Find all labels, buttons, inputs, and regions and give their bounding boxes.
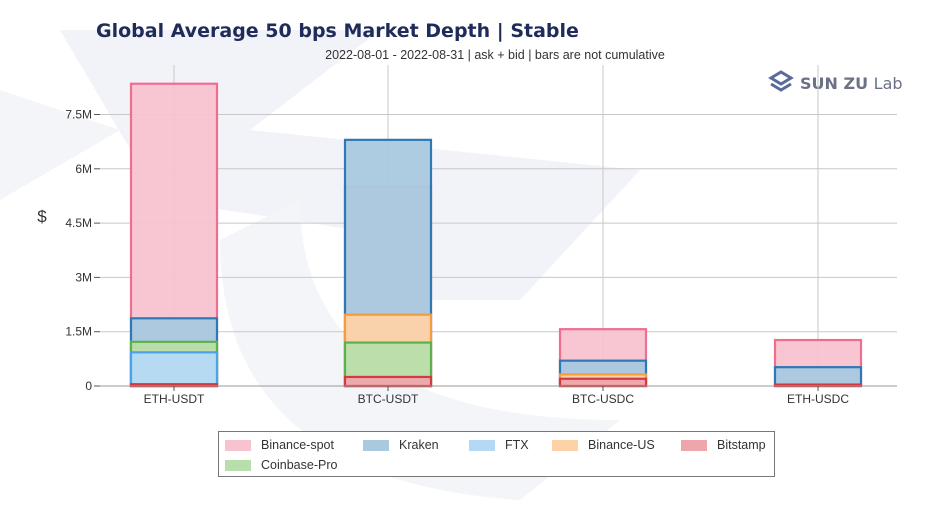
- legend-label: Binance-spot: [261, 438, 334, 452]
- x-tick-label: ETH-USDT: [144, 392, 205, 406]
- legend-item-coinbase-pro[interactable]: Coinbase-Pro: [225, 456, 337, 474]
- sunzu-logo-icon: [768, 70, 794, 92]
- legend-label: Kraken: [399, 438, 439, 452]
- y-tick-label: 7.5M: [65, 108, 92, 122]
- legend-label: Bitstamp: [717, 438, 766, 452]
- legend-swatch: [469, 439, 495, 451]
- bar-ftx-eth-usdt: [129, 351, 219, 388]
- y-axis-label: $: [37, 207, 47, 226]
- legend-swatch: [225, 459, 251, 471]
- bar-bitstamp-btc-usdc: [558, 377, 648, 388]
- legend-swatch: [363, 439, 389, 451]
- y-tick-label: 3M: [75, 270, 92, 284]
- legend-item-binance-spot[interactable]: Binance-spot: [225, 436, 334, 454]
- logo-brand: SUN ZU: [800, 73, 869, 93]
- legend-item-ftx[interactable]: FTX: [469, 436, 529, 454]
- legend-swatch: [225, 439, 251, 451]
- y-tick-label: 6M: [75, 162, 92, 176]
- legend-label: Coinbase-Pro: [261, 458, 338, 472]
- chart-legend: Binance-spot Kraken FTX Binance-US Bitstamp C…: [218, 431, 775, 477]
- y-tick-label: 1.5M: [65, 325, 92, 339]
- legend-label: FTX: [505, 438, 529, 452]
- legend-swatch: [552, 439, 578, 451]
- legend-item-binance-us[interactable]: Binance-US: [552, 436, 655, 454]
- legend-swatch: [681, 439, 707, 451]
- x-tick-label: ETH-USDC: [787, 392, 849, 406]
- legend-label: Binance-US: [588, 438, 655, 452]
- logo-suffix: Lab: [873, 73, 903, 93]
- y-tick-label: 0: [85, 379, 92, 393]
- chart-title: Global Average 50 bps Market Depth | Sta…: [96, 20, 579, 42]
- y-tick-label: 4.5M: [65, 216, 92, 230]
- legend-item-kraken[interactable]: Kraken: [363, 436, 439, 454]
- x-tick-label: BTC-USDT: [358, 392, 419, 406]
- x-tick-label: BTC-USDC: [572, 392, 634, 406]
- chart-subtitle: 2022-08-01 - 2022-08-31 | ask + bid | ba…: [325, 48, 665, 62]
- brand-logo: SUN ZU Lab: [768, 70, 903, 96]
- bar-kraken-eth-usdc: [773, 366, 863, 388]
- bar-bitstamp-btc-usdt: [343, 375, 433, 388]
- legend-item-bitstamp[interactable]: Bitstamp: [681, 436, 766, 454]
- logo-text: SUN ZU Lab: [800, 74, 903, 93]
